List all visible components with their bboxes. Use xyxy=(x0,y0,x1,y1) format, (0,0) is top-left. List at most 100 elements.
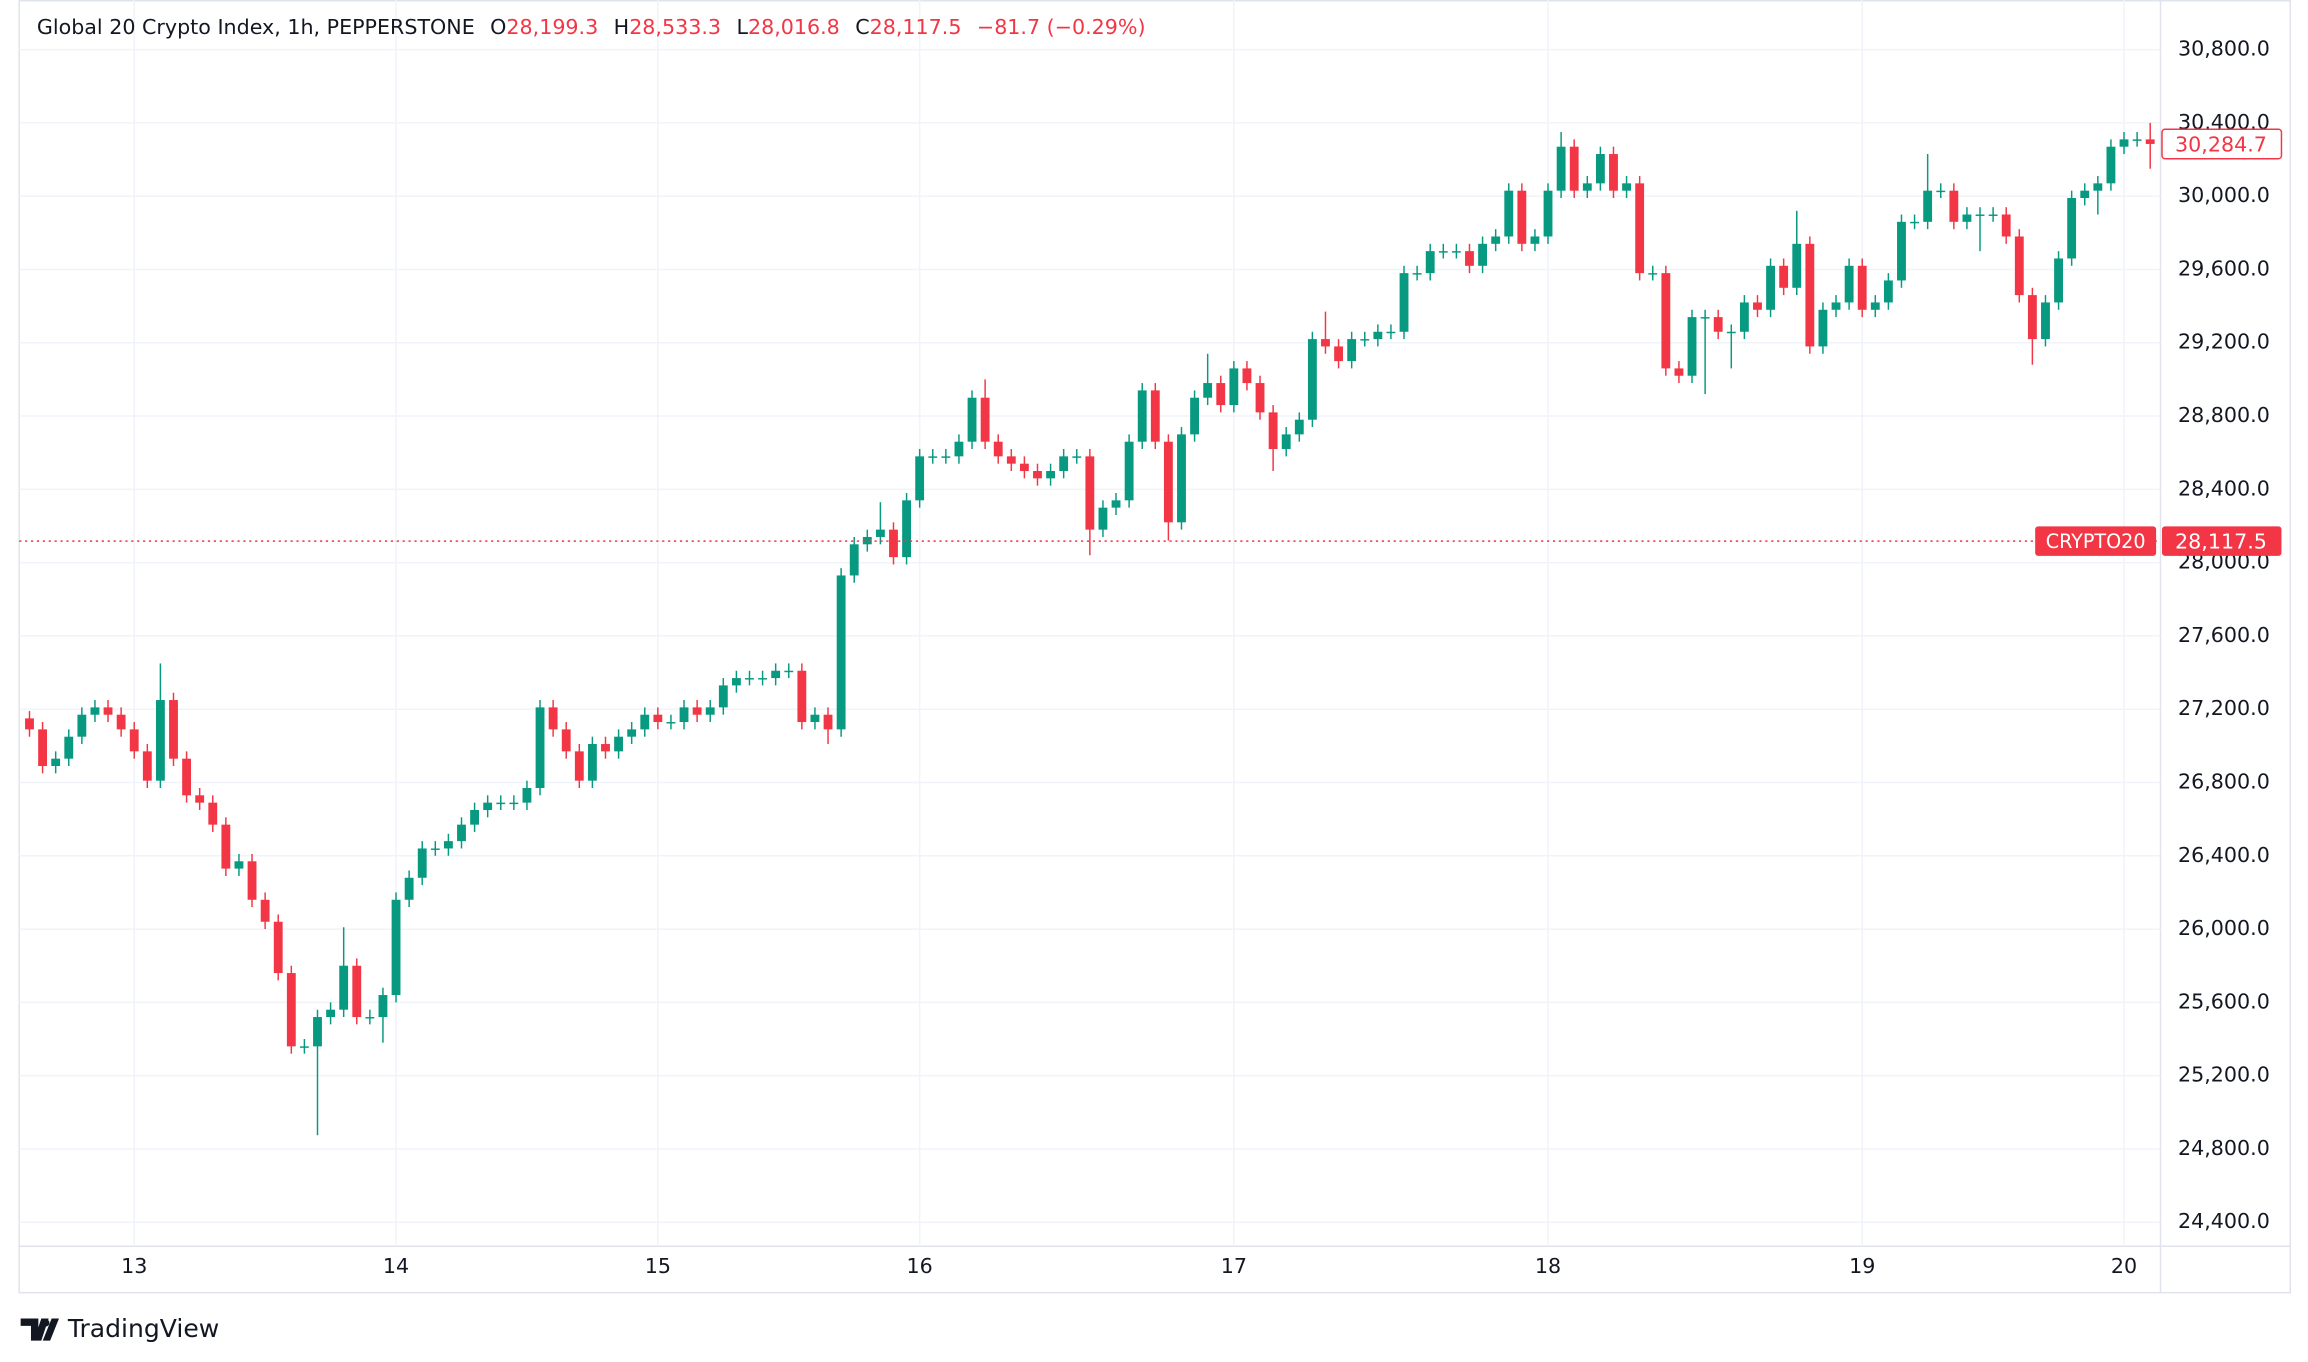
candle-body xyxy=(457,824,466,842)
candle-body xyxy=(705,707,715,715)
candle-body xyxy=(1386,331,1396,334)
watermark[interactable]: TradingView xyxy=(20,1314,220,1343)
candle-body xyxy=(155,700,165,781)
candle-body xyxy=(116,714,126,730)
candle-body xyxy=(1687,317,1697,376)
close-value: 28,117.5 xyxy=(870,15,962,39)
candle-body xyxy=(1451,251,1461,253)
open-value: 28,199.3 xyxy=(506,15,598,39)
candle-body xyxy=(509,802,519,805)
candle-body xyxy=(417,848,427,878)
candle-body xyxy=(483,802,493,810)
candle-body xyxy=(731,678,741,686)
candle-body xyxy=(849,544,859,576)
candle-body xyxy=(627,729,637,737)
candle-body xyxy=(666,722,676,724)
candle-body xyxy=(1831,302,1841,310)
candle-body xyxy=(273,921,283,974)
candle-body xyxy=(1360,339,1370,341)
candle-body xyxy=(1609,154,1618,191)
candle-body xyxy=(548,707,558,730)
grid xyxy=(19,0,2161,1247)
candle-body xyxy=(25,718,34,730)
candle-body xyxy=(2093,183,2103,191)
candle-body xyxy=(1753,302,1762,310)
candle-body xyxy=(535,707,545,788)
candle-body xyxy=(1792,243,1802,288)
symbol-tag xyxy=(2035,526,2157,556)
close-label: C xyxy=(855,15,869,39)
candle-body xyxy=(391,899,401,996)
candle-body xyxy=(1059,456,1069,472)
x-tick-label: 13 xyxy=(121,1254,147,1278)
candle-body xyxy=(1033,471,1042,479)
candle-body xyxy=(1137,390,1147,442)
labels: 24,400.0 24,800.0 25,200.0 25,600.0 26,000.0… xyxy=(121,37,2283,1278)
symbol-tag-text: CRYPTO20 xyxy=(2046,530,2146,553)
last-price-text: 30,284.7 xyxy=(2175,132,2267,156)
y-tick-label: 27,200.0 xyxy=(2178,696,2270,720)
x-tick-label: 19 xyxy=(1849,1254,1875,1278)
candle-body xyxy=(614,736,624,752)
candle-body xyxy=(1294,419,1304,435)
y-tick-label: 29,600.0 xyxy=(2178,256,2270,280)
candle-body xyxy=(1373,331,1383,340)
candle-body xyxy=(1975,214,1985,216)
candle-body xyxy=(718,685,728,708)
candle-body xyxy=(2132,139,2142,141)
candle-body xyxy=(339,965,349,1010)
candle-body xyxy=(1399,273,1409,332)
low-value: 28,016.8 xyxy=(748,15,840,39)
candle-body xyxy=(1923,190,1933,222)
candle-body xyxy=(221,824,231,869)
candle-body xyxy=(2054,258,2063,303)
legend-header: Global 20 Crypto Index, 1h, PEPPERSTONE … xyxy=(37,15,1146,39)
x-tick-label: 16 xyxy=(907,1254,933,1278)
candle-body xyxy=(1255,383,1265,413)
candle-body xyxy=(470,809,480,825)
candle-body xyxy=(1216,383,1226,406)
candle-body xyxy=(1543,190,1553,237)
candle-body xyxy=(1098,507,1108,530)
chart-frame xyxy=(18,0,2292,1294)
candle-body xyxy=(601,744,610,752)
candle-body xyxy=(1949,190,1959,222)
y-tick-label: 30,000.0 xyxy=(2178,183,2270,207)
candle-body xyxy=(862,536,872,545)
candle-body xyxy=(1661,273,1671,369)
candle-body xyxy=(1700,317,1710,319)
candle-body xyxy=(1779,265,1789,288)
candle-body xyxy=(1072,456,1082,458)
candle-body xyxy=(2014,236,2024,296)
candle-body xyxy=(902,500,912,558)
candle-body xyxy=(129,729,139,752)
candle-body xyxy=(313,1017,322,1047)
candle-body xyxy=(2027,295,2037,340)
candle-body xyxy=(771,670,781,679)
candle-body xyxy=(169,700,178,759)
y-tick-label: 26,000.0 xyxy=(2178,916,2270,940)
candle-body xyxy=(90,707,100,715)
candle-body xyxy=(1412,273,1422,275)
candle-body xyxy=(1085,456,1095,530)
y-tick-label: 25,200.0 xyxy=(2178,1063,2270,1087)
candle-body xyxy=(1281,434,1291,450)
symbol: Global 20 Crypto Index, 1h, PEPPERSTONE xyxy=(37,15,475,39)
candle-body xyxy=(1635,183,1645,274)
candle-body xyxy=(1530,236,1540,244)
candle-body xyxy=(443,841,453,849)
candle-body xyxy=(1883,280,1893,303)
candle-body xyxy=(142,751,152,781)
candle-body xyxy=(1347,339,1357,362)
y-tick-label: 28,400.0 xyxy=(2178,476,2270,500)
y-tick-label: 26,800.0 xyxy=(2178,770,2270,794)
candle-body xyxy=(1857,265,1867,310)
candle-body xyxy=(745,678,754,680)
candle-body xyxy=(1870,302,1880,310)
candle-body xyxy=(1019,463,1029,472)
candle-body xyxy=(2119,139,2129,147)
candle-body xyxy=(51,758,61,767)
candle-body xyxy=(1203,383,1213,398)
candle-body xyxy=(915,456,925,501)
